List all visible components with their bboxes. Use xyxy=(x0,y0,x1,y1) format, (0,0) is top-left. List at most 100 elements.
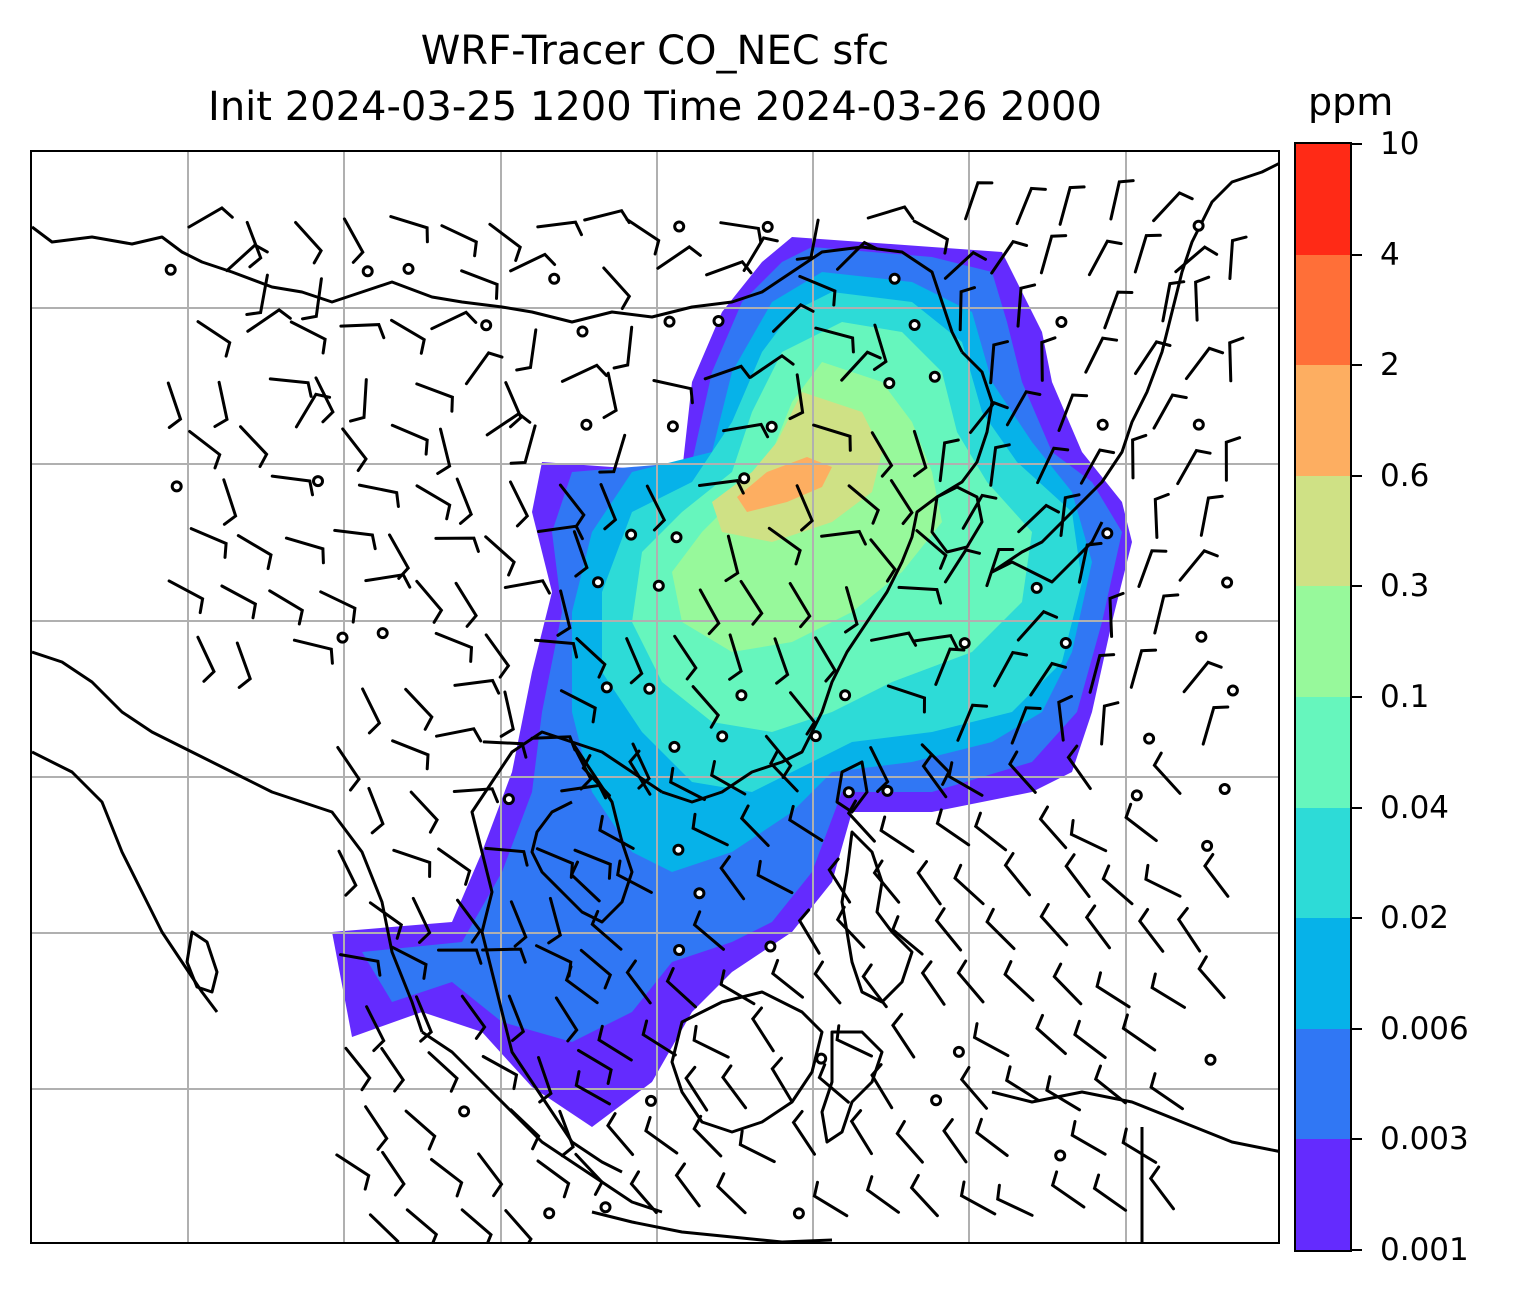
colorbar-segment xyxy=(1296,697,1350,809)
wind-barb xyxy=(485,411,532,437)
wind-barb xyxy=(460,269,499,300)
wind-barb xyxy=(1036,446,1070,485)
wind-barb xyxy=(673,634,698,681)
wind-barb xyxy=(891,1012,916,1059)
wind-barb xyxy=(405,1208,439,1242)
colorbar-units-label: ppm xyxy=(1308,80,1394,124)
coastline-east-asia xyxy=(661,350,994,804)
colorbar xyxy=(1294,142,1352,1252)
calm-wind-marker xyxy=(761,220,774,233)
wind-barb xyxy=(339,323,386,340)
wind-barb xyxy=(554,996,579,1043)
wind-barb xyxy=(336,746,361,792)
wind-barb xyxy=(434,536,480,553)
calm-wind-marker xyxy=(1192,219,1205,232)
wind-barb xyxy=(956,703,989,742)
wind-barb xyxy=(975,1117,1009,1157)
calm-wind-marker xyxy=(599,1201,612,1214)
wind-barb xyxy=(245,273,269,316)
wind-barb xyxy=(961,493,998,530)
wind-barb xyxy=(1084,904,1111,950)
wind-barb xyxy=(909,1174,939,1218)
calm-wind-marker xyxy=(170,480,183,493)
wind-barb xyxy=(368,901,404,940)
wind-barb xyxy=(1003,852,1031,897)
wind-barb xyxy=(301,277,323,321)
wind-barb xyxy=(437,948,483,965)
wind-barb xyxy=(959,1066,988,1110)
wind-barb xyxy=(795,218,820,261)
wind-barb xyxy=(912,219,950,255)
wind-barb xyxy=(1124,802,1158,843)
wind-barb xyxy=(427,1051,459,1093)
wind-barb xyxy=(167,579,205,615)
calm-wind-marker xyxy=(716,730,729,743)
wind-barb xyxy=(835,905,866,949)
wind-barb xyxy=(536,1159,571,1199)
wind-barb xyxy=(606,1112,635,1156)
calm-wind-marker xyxy=(1201,839,1214,852)
colorbar-tick-label: 0.1 xyxy=(1380,679,1430,715)
wind-barb xyxy=(235,641,252,689)
wind-barb xyxy=(509,900,528,948)
wind-barb xyxy=(222,478,238,526)
calm-wind-marker xyxy=(792,1207,805,1220)
wind-barb xyxy=(430,310,478,331)
wind-barb xyxy=(455,477,473,525)
wind-barb xyxy=(415,995,434,1043)
colorbar-segment xyxy=(1296,586,1350,698)
calm-wind-marker xyxy=(1101,527,1114,540)
calm-wind-marker xyxy=(712,315,725,327)
wind-barb xyxy=(409,790,439,834)
wind-barb xyxy=(1038,805,1068,850)
map-plot-area xyxy=(32,152,1278,1242)
wind-barb xyxy=(415,484,452,521)
calm-wind-marker xyxy=(670,531,683,544)
wind-barb xyxy=(509,252,557,273)
wind-barb xyxy=(597,1024,633,1062)
wind-barb xyxy=(404,687,434,731)
wind-barb xyxy=(1004,1065,1041,1103)
coastline-srilanka xyxy=(185,930,219,994)
wind-barb xyxy=(942,1118,968,1164)
wind-barb xyxy=(612,325,634,370)
wind-barb xyxy=(573,848,612,880)
wind-barb xyxy=(598,433,627,474)
wind-barb xyxy=(1039,234,1068,275)
wind-barb xyxy=(564,965,599,1005)
calm-wind-marker xyxy=(668,740,681,753)
colorbar-tick-label: 0.02 xyxy=(1380,900,1450,937)
wind-barb xyxy=(886,684,927,714)
calm-wind-marker xyxy=(888,272,901,285)
wind-barb xyxy=(367,786,385,835)
wind-barb xyxy=(879,815,915,853)
wind-barb xyxy=(827,857,852,904)
wind-barb xyxy=(770,1056,794,1103)
calm-wind-marker xyxy=(1096,418,1109,431)
colorbar-tick-label: 10 xyxy=(1380,126,1420,162)
wind-barb xyxy=(872,323,888,371)
wind-barb xyxy=(509,424,537,465)
wind-barb xyxy=(579,948,613,990)
wind-barb xyxy=(357,483,400,508)
wind-barb xyxy=(789,691,817,736)
wind-barb xyxy=(452,787,499,804)
wind-barb xyxy=(1176,906,1202,953)
calm-wind-marker xyxy=(930,1094,943,1107)
colorbar-tick-mark xyxy=(1352,917,1362,920)
wind-barb xyxy=(703,364,752,381)
wind-barb xyxy=(956,959,985,1004)
wind-barb xyxy=(644,1115,679,1155)
wind-barb xyxy=(1016,283,1037,328)
wind-barb xyxy=(990,239,1029,275)
colorbar-segment xyxy=(1296,918,1350,1030)
calm-wind-marker xyxy=(376,627,389,640)
colorbar-tick-label: 0.3 xyxy=(1380,568,1430,605)
wind-barb xyxy=(294,392,332,429)
wind-barb xyxy=(1057,393,1089,432)
calm-wind-marker xyxy=(1143,732,1156,745)
wind-barb xyxy=(849,1109,873,1156)
wind-barb xyxy=(481,947,527,964)
wind-barb xyxy=(482,740,528,759)
calm-wind-marker xyxy=(958,637,971,650)
